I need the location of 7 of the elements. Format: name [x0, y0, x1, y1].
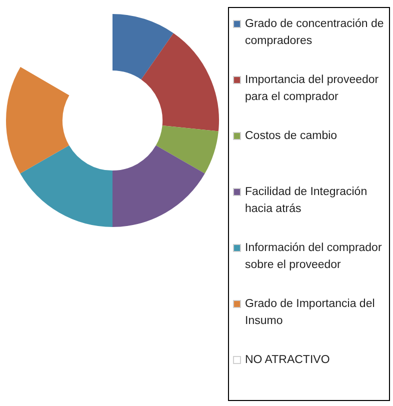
- legend-label: Grado de Importancia del Insumo: [245, 297, 376, 329]
- legend-label: NO ATRACTIVO: [245, 353, 330, 368]
- legend-label: Grado de concentración de compradores: [245, 17, 385, 49]
- legend-label: Información del comprador sobre el proveedor: [245, 241, 383, 273]
- legend-label: Facilidad de Integración hacia atrás: [245, 185, 368, 217]
- legend-label: Importancia del proveedor para el comprador: [245, 73, 380, 105]
- legend-label: Costos de cambio: [245, 129, 338, 144]
